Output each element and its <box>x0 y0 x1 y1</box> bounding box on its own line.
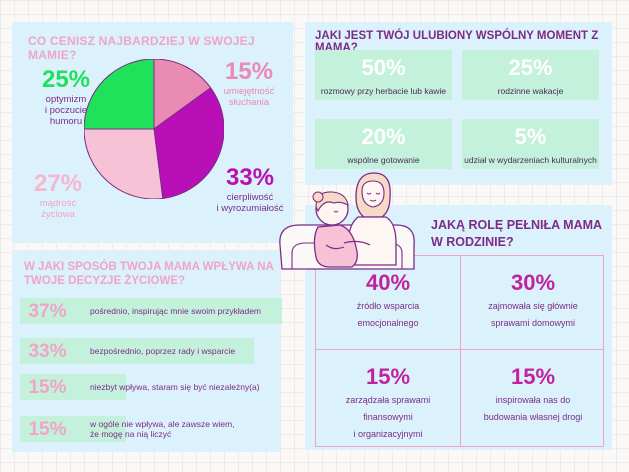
influence-text-none-1: w ogóle nie wpływa, ale zawsze wiem, <box>90 419 235 429</box>
influence-pct-independent: 15% <box>28 377 67 398</box>
role-grid-divider <box>460 256 461 446</box>
pie-text-patience-1: cierpliwość <box>226 192 274 203</box>
role-text-home-1: zajmowała się głównie <box>488 301 578 311</box>
influence-row-none: 15% w ogóle nie wpływa, ale zawsze wiem,… <box>20 416 282 442</box>
role-text-finance-1: zarządzała sprawami <box>345 395 431 405</box>
pie-chart-panel: CO CENISZ NAJBARDZIEJ W SWOJEJ MAMIE? 25… <box>12 22 293 243</box>
pie-text-humor-2: i poczucie <box>44 105 88 116</box>
pie-label-listening: 15% umiejętność słuchania <box>212 58 286 108</box>
influence-question: W JAKI SPOSÓB TWOJA MAMA WPŁYWA NA TWOJE… <box>24 260 274 288</box>
moment-text-holidays: rodzinne wakacje <box>497 86 564 96</box>
pie-slice <box>153 59 212 130</box>
role-text-finance-3: i organizacyjnymi <box>353 429 423 439</box>
role-cell-home: 30% zajmowała się głównie sprawami domow… <box>461 256 605 349</box>
moment-box-holidays: 25% rodzinne wakacje <box>462 50 599 100</box>
pie-text-wisdom-1: mądrość <box>39 198 77 209</box>
moment-box-cooking: 20% wspólne gotowanie <box>315 119 452 169</box>
pie-label-patience: 33% cierpliwość i wyrozumiałość <box>205 164 295 214</box>
role-grid-divider <box>316 349 603 350</box>
role-pct-finance: 15% <box>365 364 411 389</box>
influence-pct-advice: 33% <box>28 341 67 362</box>
influence-bar <box>20 338 254 364</box>
mother-child-illustration <box>279 172 415 270</box>
role-pct-inspire: 15% <box>510 364 556 389</box>
pie-text-listening-2: słuchania <box>228 97 270 108</box>
role-cell-inspire: 15% inspirowała nas do budowania własnej… <box>461 350 605 443</box>
role-panel: JAKĄ ROLĘ PEŁNIŁA MAMA W RODZINIE? 40% ź… <box>305 205 612 450</box>
influence-row-example: 37% pośrednio, inspirując mnie swoim prz… <box>20 298 282 324</box>
moment-panel: JAKI JEST TWÓJ ULUBIONY WSPÓLNY MOMENT Z… <box>305 22 612 185</box>
influence-row-independent: 15% niezbyt wpływa, staram się być nieza… <box>20 374 282 400</box>
pie-text-listening-1: umiejętność <box>223 86 275 97</box>
moment-pct-cooking: 20% <box>361 124 406 149</box>
role-text-support-1: źródło wsparcia <box>356 301 420 311</box>
influence-text-advice: bezpośrednio, poprzez rady i wsparcie <box>90 346 236 356</box>
moment-text-culture: udział w wydarzeniach kulturalnych <box>464 155 597 165</box>
influence-panel: W JAKI SPOSÓB TWOJA MAMA WPŁYWA NA TWOJE… <box>12 250 282 452</box>
influence-text-none: w ogóle nie wpływa, ale zawsze wiem, że … <box>90 419 235 439</box>
role-cell-support: 40% źródło wsparcia emocjonalnego <box>316 256 460 349</box>
pie-text-wisdom-2: życiowa <box>41 209 75 220</box>
role-question-line-1: JAKĄ ROLĘ PEŁNIŁA MAMA <box>431 218 603 232</box>
role-text-finance-2: finansowymi <box>363 412 413 422</box>
influence-bar <box>20 298 282 324</box>
influence-pct-example: 37% <box>28 301 67 322</box>
moment-text-cooking: wspólne gotowanie <box>347 155 420 165</box>
influence-bar <box>20 374 127 400</box>
role-text-support-2: emocjonalnego <box>357 318 419 328</box>
pie-pct-humor: 25% <box>41 66 91 93</box>
pie-question: CO CENISZ NAJBARDZIEJ W SWOJEJ MAMIE? <box>28 34 255 62</box>
pie-chart <box>84 59 224 199</box>
pie-slice <box>153 87 224 199</box>
pie-label-wisdom: 27% mądrość życiowa <box>24 170 92 220</box>
role-cell-finance: 15% zarządzała sprawami finansowymi i or… <box>316 350 460 443</box>
influence-pct-none: 15% <box>28 419 67 440</box>
pie-slice <box>84 128 164 199</box>
role-pct-support: 40% <box>365 270 411 295</box>
role-text-inspire-1: inspirowała nas do <box>495 395 571 405</box>
moment-text-tea: rozmowy przy herbacie lub kawie <box>320 86 447 96</box>
influence-row-advice: 33% bezpośrednio, poprzez rady i wsparci… <box>20 338 282 364</box>
role-question-line-2: W RODZINIE? <box>431 235 514 249</box>
role-pct-home: 30% <box>510 270 556 295</box>
moment-box-culture: 5% udział w wydarzeniach kulturalnych <box>462 119 599 169</box>
pie-label-humor: 25% optymizm i poczucie humoru <box>26 66 106 127</box>
influence-bar <box>20 416 127 442</box>
role-grid: 40% źródło wsparcia emocjonalnego 30% za… <box>315 255 604 447</box>
pie-slice <box>84 59 155 130</box>
influence-question-line-2: TWOJE DECYZJE ŻYCIOWE? <box>24 275 186 287</box>
influence-text-example: pośrednio, inspirując mnie swoim przykła… <box>90 306 262 316</box>
role-text-inspire-2: budowania własnej drogi <box>483 412 583 422</box>
moment-pct-tea: 50% <box>361 55 406 80</box>
influence-text-independent: niezbyt wpływa, staram się być niezależn… <box>90 382 260 392</box>
pie-pct-listening: 15% <box>224 58 274 85</box>
pie-text-humor-3: humoru <box>49 116 83 127</box>
pie-pct-wisdom: 27% <box>33 170 83 197</box>
moment-pct-holidays: 25% <box>508 55 553 80</box>
moment-box-tea: 50% rozmowy przy herbacie lub kawie <box>315 50 452 100</box>
influence-text-none-2: że mogę na nią liczyć <box>90 429 172 439</box>
moment-pct-culture: 5% <box>514 124 547 149</box>
pie-text-patience-2: i wyrozumiałość <box>216 203 284 214</box>
pie-pct-patience: 33% <box>225 164 275 191</box>
pie-text-humor-1: optymizm <box>45 94 87 105</box>
role-text-home-2: sprawami domowymi <box>490 318 576 328</box>
influence-question-line-1: W JAKI SPOSÓB TWOJA MAMA WPŁYWA NA <box>24 261 274 273</box>
role-question: JAKĄ ROLĘ PEŁNIŁA MAMA W RODZINIE? <box>431 217 602 251</box>
